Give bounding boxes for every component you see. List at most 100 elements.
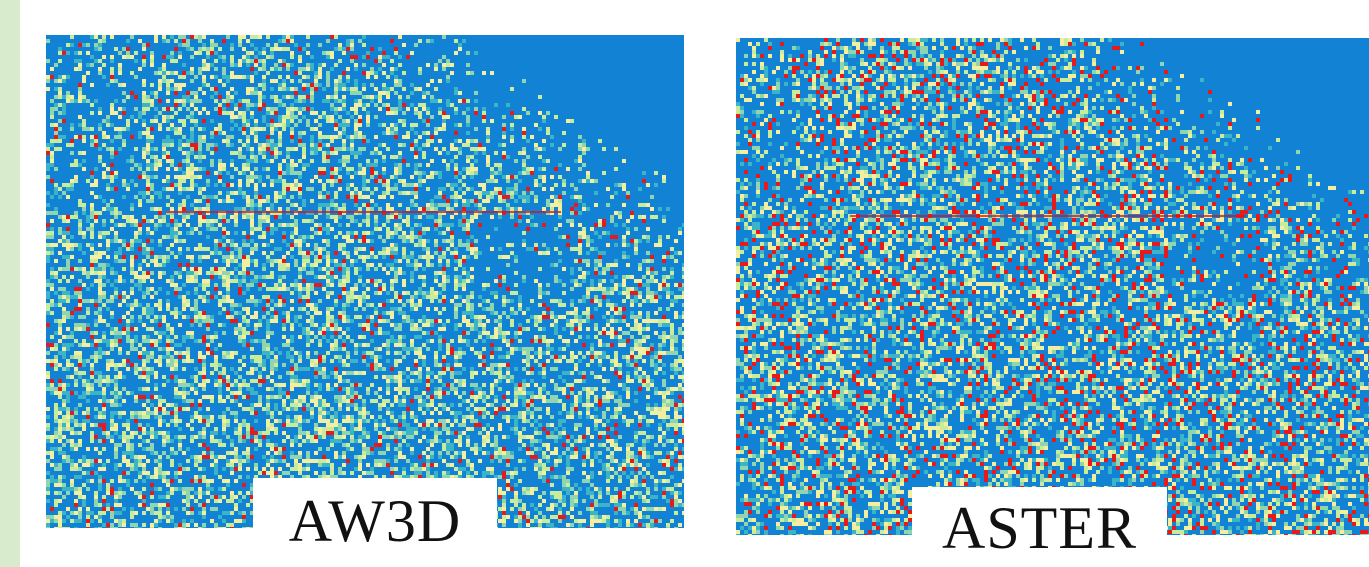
pixel [90,227,94,231]
pixel [86,227,90,231]
pixel [354,83,358,87]
pixel [470,251,474,255]
pixel [402,315,406,319]
pixel [350,339,354,343]
pixel [118,295,122,299]
pixel [598,235,602,239]
pixel [246,103,250,107]
pixel [282,171,286,175]
pixel [294,227,298,231]
pixel [342,247,346,251]
pixel [410,271,414,275]
pixel [650,363,654,367]
pixel [338,83,342,87]
pixel [474,339,478,343]
pixel [462,331,466,335]
pixel [46,75,50,79]
pixel [66,95,70,99]
pixel [66,267,70,271]
pixel [202,79,206,83]
pixel [482,191,486,195]
pixel [166,107,170,111]
pixel [310,287,314,291]
pixel [486,191,490,195]
pixel [638,323,642,327]
pixel [310,323,314,327]
pixel [250,247,254,251]
pixel [318,255,322,259]
pixel [278,351,282,355]
pixel [122,327,126,331]
pixel [658,347,662,351]
pixel [226,183,230,187]
pixel [370,363,374,367]
pixel [294,351,298,355]
pixel [50,195,54,199]
pixel [306,311,310,315]
pixel [78,247,82,251]
pixel [122,139,126,143]
pixel [494,207,498,211]
pixel [434,227,438,231]
pixel [606,303,610,307]
pixel [426,107,430,111]
pixel [198,39,202,43]
pixel [378,195,382,199]
pixel [358,163,362,167]
pixel [334,123,338,127]
pixel [222,271,226,275]
pixel [274,79,278,83]
pixel [118,147,122,151]
pixel [674,315,678,319]
pixel [422,283,426,287]
pixel [642,235,646,239]
pixel [62,351,66,355]
pixel [298,187,302,191]
pixel [618,375,622,379]
pixel [502,255,506,259]
pixel [310,127,314,131]
pixel [466,219,470,223]
pixel [226,299,230,303]
pixel [346,275,350,279]
pixel [86,359,90,363]
pixel [270,87,274,91]
pixel [250,223,254,227]
pixel [358,223,362,227]
pixel [598,343,602,347]
pixel [394,163,398,167]
pixel [266,43,270,47]
pixel [466,123,470,127]
pixel [330,371,334,375]
pixel [342,123,346,127]
pixel [422,355,426,359]
pixel [66,291,70,295]
pixel [182,75,186,79]
pixel [582,275,586,279]
pixel [542,335,546,339]
pixel [642,179,646,183]
pixel [658,243,662,247]
pixel [110,283,114,287]
pixel [110,227,114,231]
pixel [82,315,86,319]
pixel [478,295,482,299]
pixel [194,299,198,303]
pixel [238,99,242,103]
pixel [414,303,418,307]
pixel [74,287,78,291]
pixel [234,103,238,107]
pixel [190,375,194,379]
pixel [410,323,414,327]
pixel [606,267,610,271]
pixel [442,355,446,359]
pixel [558,303,562,307]
pixel [374,223,378,227]
pixel [234,231,238,235]
pixel [118,223,122,227]
pixel [422,107,426,111]
pixel [322,99,326,103]
pixel [590,315,594,319]
pixel [198,111,202,115]
pixel [638,347,642,351]
